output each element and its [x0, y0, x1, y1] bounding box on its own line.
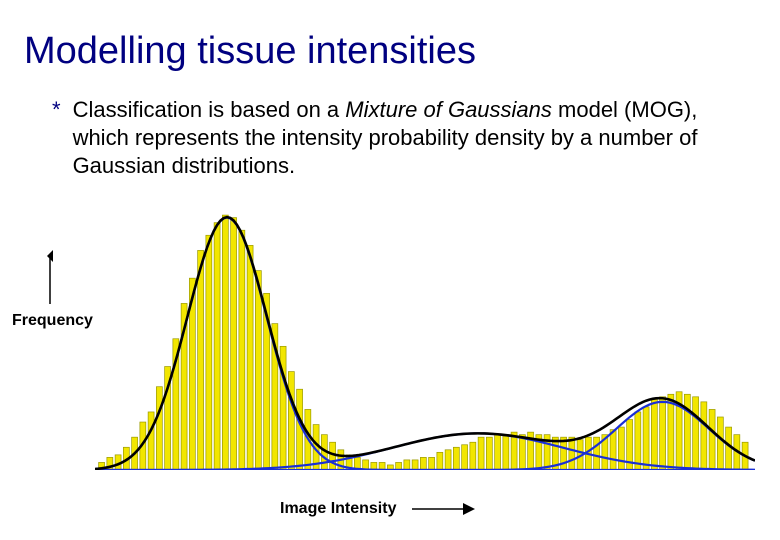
bullet-text-emph: Mixture of Gaussians: [345, 97, 552, 122]
bullet-marker: *: [52, 96, 61, 124]
y-axis-label: Frequency: [12, 312, 93, 330]
x-axis-group: Image Intensity: [280, 500, 480, 518]
page-title: Modelling tissue intensities: [24, 30, 476, 73]
bullet-text-pre: Classification is based on a: [73, 97, 346, 122]
bullet-text: Classification is based on a Mixture of …: [73, 96, 732, 180]
bullet-item: * Classification is based on a Mixture o…: [52, 96, 732, 180]
histogram-chart: [95, 205, 755, 470]
y-axis-arrow-icon: [40, 250, 60, 308]
x-axis-arrow-icon: [410, 502, 480, 516]
x-axis-label: Image Intensity: [280, 500, 396, 518]
